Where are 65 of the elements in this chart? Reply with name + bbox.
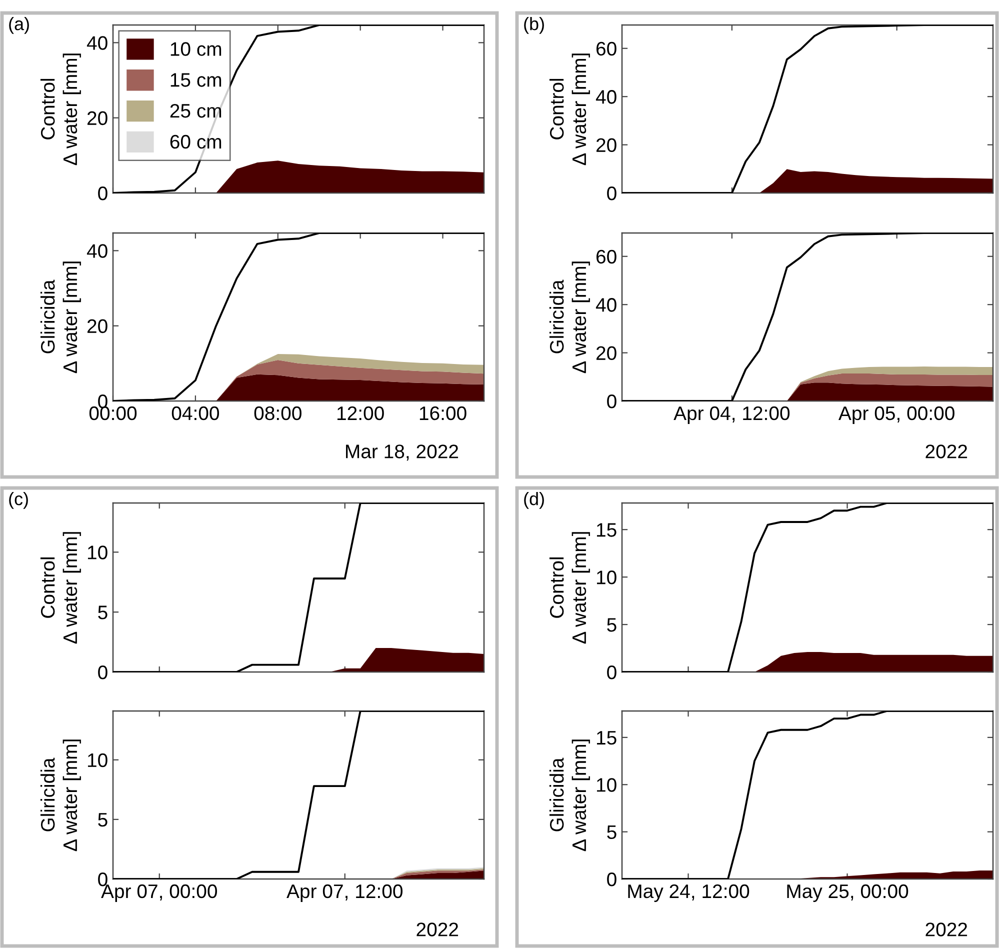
y-tick-label: 40: [596, 90, 616, 104]
line-series: [622, 711, 993, 879]
text: Mar 18, 2022: [346, 444, 458, 461]
text: 2022: [926, 444, 968, 458]
line-series: [622, 503, 993, 672]
x-tick-label: Apr 07, 00:00: [101, 884, 217, 902]
y-tick-label: 20: [596, 138, 616, 152]
x-tick-label: Apr 04, 12:00: [674, 406, 790, 424]
y-tick-label: 0: [607, 872, 616, 886]
y-tick-label: 5: [98, 813, 108, 827]
text: 2022: [926, 922, 968, 936]
y-tick-label: 5: [607, 825, 616, 840]
y-tick-label: 15: [596, 731, 616, 745]
y-tick-label: 10: [88, 546, 108, 560]
y-tick-label: 10: [88, 753, 108, 768]
x-tick-label: 12:00: [337, 406, 384, 420]
line-series: [113, 503, 484, 672]
text: (b): [524, 17, 544, 34]
x-tick-label: 00:00: [89, 406, 137, 420]
y-axis-title: Control Δ water [mm]: [40, 54, 81, 166]
line-series: [113, 233, 484, 401]
legend-label: 25 cm: [170, 104, 222, 118]
y-tick-label: 20: [87, 319, 108, 334]
y-axis-title: Control Δ water [mm]: [549, 54, 590, 166]
y-tick-label: 5: [98, 606, 108, 620]
legend-label: 15 cm: [170, 73, 222, 87]
y-tick-label: 0: [607, 186, 616, 200]
legend-label: 60 cm: [170, 134, 222, 149]
y-tick-label: 10: [596, 778, 616, 792]
y-tick-label: 15: [596, 523, 616, 537]
y-tick-label: 0: [98, 186, 108, 200]
line-series: [622, 25, 993, 193]
x-tick-label: 16:00: [420, 406, 466, 420]
y-tick-label: 5: [607, 618, 616, 632]
y-tick-label: 0: [607, 665, 616, 680]
y-tick-label: 60: [596, 42, 616, 56]
y-tick-label: 0: [607, 394, 616, 408]
y-tick-label: 40: [86, 36, 108, 50]
y-axis-title: Control Δ water [mm]: [40, 532, 81, 644]
x-tick-label: May 25, 00:00: [787, 884, 908, 902]
y-tick-label: 20: [87, 111, 108, 126]
text: (d): [524, 492, 544, 509]
x-tick-label: Apr 05, 00:00: [838, 406, 954, 424]
y-tick-label: 60: [596, 250, 616, 264]
x-tick-label: 04:00: [172, 406, 220, 420]
legend-label: 10 cm: [170, 42, 222, 56]
y-axis-title: Gliricidia Δ water [mm]: [549, 740, 590, 852]
y-axis-title: Gliricidia Δ water [mm]: [549, 262, 590, 374]
y-axis-title: Gliricidia Δ water [mm]: [40, 262, 81, 374]
text: (a): [9, 17, 29, 34]
y-tick-label: 10: [596, 570, 616, 584]
text: 2022: [416, 922, 458, 936]
x-tick-label: 08:00: [254, 406, 302, 420]
text: (c): [9, 492, 28, 509]
y-tick-label: 40: [86, 244, 108, 258]
y-tick-label: 40: [596, 298, 616, 312]
y-tick-label: 0: [98, 665, 108, 680]
y-tick-label: 0: [98, 872, 108, 886]
y-axis-title: Control Δ water [mm]: [549, 532, 590, 644]
y-tick-label: 20: [596, 346, 616, 360]
x-tick-label: May 24, 12:00: [628, 884, 750, 902]
line-series: [113, 711, 484, 879]
x-tick-label: Apr 07, 12:00: [286, 884, 402, 902]
line-series: [622, 233, 993, 401]
y-axis-title: Gliricidia Δ water [mm]: [40, 740, 81, 852]
